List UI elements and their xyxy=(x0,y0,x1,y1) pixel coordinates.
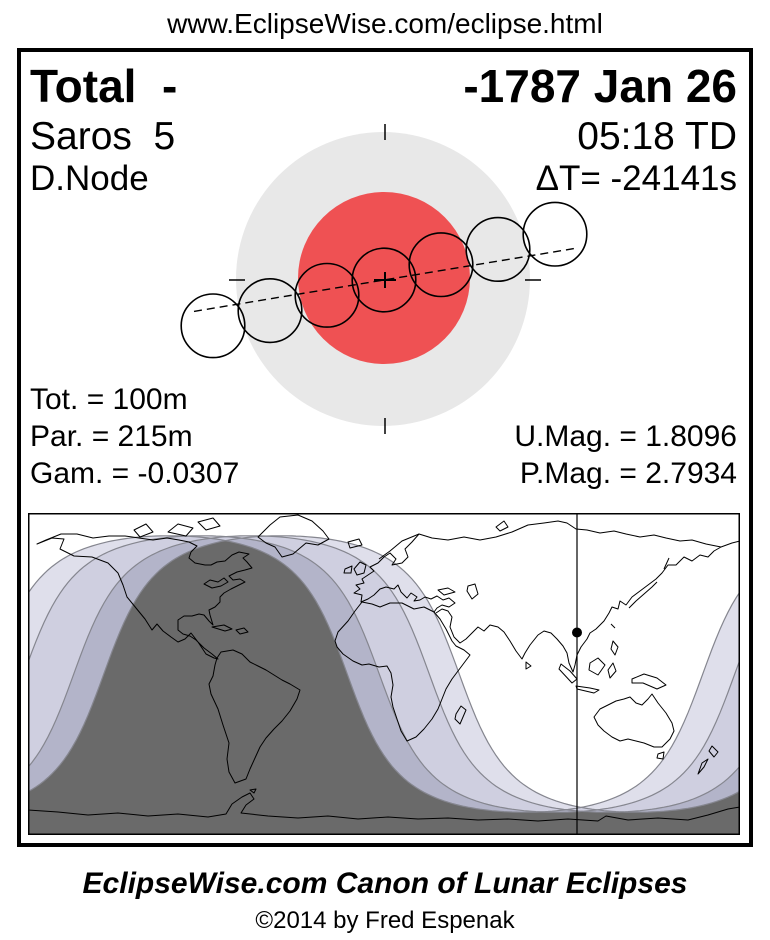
delta-t-value: ΔT= -24141s xyxy=(535,159,737,198)
moon-disc xyxy=(465,216,531,282)
visibility-map xyxy=(28,513,740,835)
greatest-eclipse-time: 05:18 TD xyxy=(577,115,737,158)
moon-disc xyxy=(180,293,246,359)
eclipse-type-label: Total - xyxy=(30,60,178,112)
moon-disc xyxy=(408,232,474,298)
shadow-center-cross xyxy=(374,272,396,288)
shadow-axis-ticks xyxy=(229,124,541,434)
moon-disc xyxy=(351,247,417,313)
node-label: D.Node xyxy=(30,159,149,198)
page-url: www.EclipseWise.com/eclipse.html xyxy=(167,8,603,39)
umbral-magnitude: U.Mag. = 1.8096 xyxy=(514,420,737,453)
subsolar-point-dot xyxy=(572,627,582,638)
eclipse-geometry-diagram xyxy=(180,124,588,434)
moon-disc xyxy=(522,201,588,267)
eclipse-date-label: -1787 Jan 26 xyxy=(463,60,737,112)
copyright: ©2014 by Fred Espenak xyxy=(255,907,515,934)
saros-label: Saros 5 xyxy=(30,115,176,158)
partial-duration: Par. = 215m xyxy=(30,420,193,453)
penumbral-magnitude: P.Mag. = 2.7934 xyxy=(519,457,737,490)
gamma-value: Gam. = -0.0307 xyxy=(30,457,240,490)
canon-title: EclipseWise.com Canon of Lunar Eclipses xyxy=(82,867,688,900)
moon-disc xyxy=(294,262,360,328)
moon-position-circles xyxy=(180,201,588,359)
totality-duration: Tot. = 100m xyxy=(30,383,188,416)
moon-disc xyxy=(237,278,303,344)
coastlines xyxy=(28,514,740,822)
plate-border-box xyxy=(17,48,753,847)
map-border xyxy=(28,513,740,835)
